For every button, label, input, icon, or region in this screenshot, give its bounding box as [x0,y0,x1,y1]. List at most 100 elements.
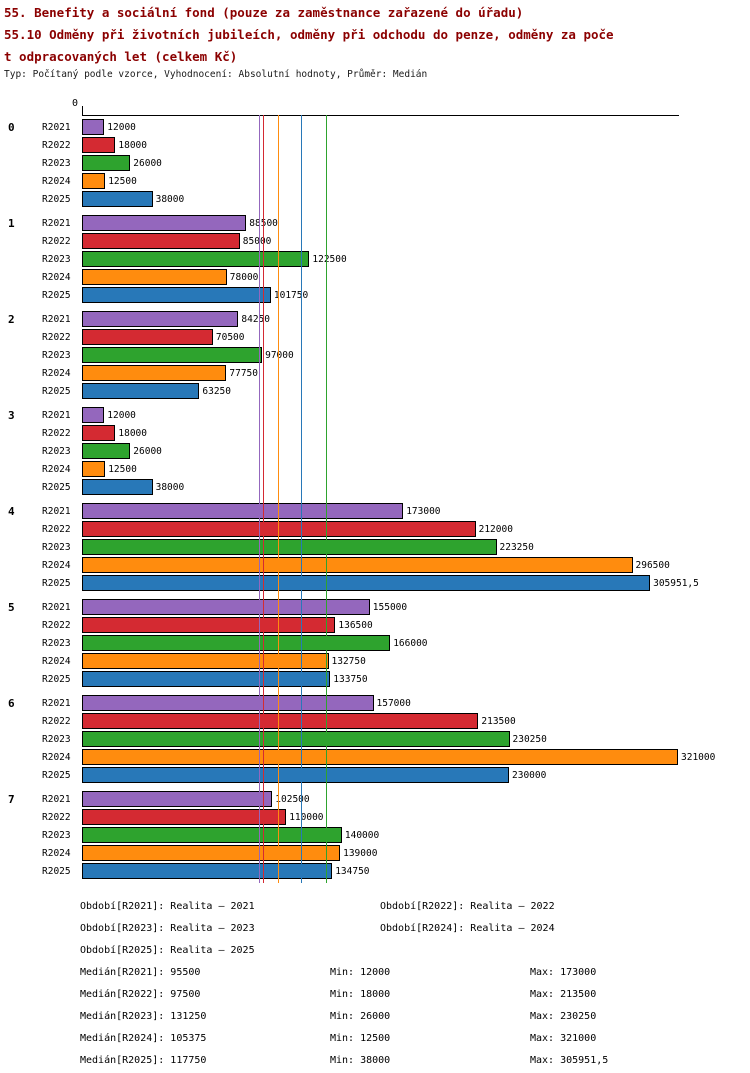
bar-row: 4 R2021 173000 [0,502,750,520]
bar-row: 1R202188500 [0,214,750,232]
legend-period-row: Období[R2023]: Realita – 2023 Období[R202… [0,919,750,941]
x-axis-line [82,115,679,116]
legend-period-row: Období[R2025]: Realita – 2025 [0,941,750,963]
value-label: 18000 [118,139,147,151]
bar-R2025 [82,191,153,207]
group-label: 3 [8,408,15,422]
legend-stat-row: Medián[R2022]: 97500 Min: 18000 Max: 21350… [0,985,750,1007]
bar-R2021 [82,599,370,615]
series-label: R2021 [42,505,71,517]
bar-R2022 [82,425,116,441]
series-label: R2022 [42,331,71,343]
legend-stat-row: Medián[R2024]: 105375 Min: 12500 Max: 3210… [0,1029,750,1051]
value-label: 140000 [344,829,380,841]
series-label: R2025 [42,577,71,589]
legend-stat-row: Medián[R2021]: 95500 Min: 12000 Max: 17300… [0,963,750,985]
bar-row: R2023 230250 [0,730,750,748]
series-label: R2022 [42,523,71,535]
bar-row: R2022 136500 [0,616,750,634]
series-label: R2023 [42,253,71,265]
bar-row: R2023 97000 [0,346,750,364]
bar-R2024 [82,653,329,669]
bar-row: R2022 110000 [0,808,750,826]
value-label: 136500 [338,619,373,631]
bar-R2022 [82,713,479,729]
series-label: R2021 [42,121,71,133]
value-label: 155000 [372,601,408,613]
bar-R2025 [82,479,153,495]
bar-group-6: 6 R2021 157000 R2022 213500 R2023 230250 R2024 3… [0,694,750,784]
bar-row: R2025 63250 [0,382,750,400]
bar-row: R2022 212000 [0,520,750,538]
series-label: R2024 [42,655,71,667]
series-label: R2021 [42,217,71,229]
legend-min-label: Min: 18000 [330,989,391,1000]
value-label: 26000 [133,445,162,457]
bar-row: R2024 139000 [0,844,750,862]
legend-stat-row: Medián[R2023]: 131250 Min: 26000 Max: 2302… [0,1007,750,1029]
legend-period-label: Období[R2021]: Realita – 2021 [80,901,255,912]
bar-row: R2025 38000 [0,190,750,208]
series-label: R2023 [42,829,71,841]
median-line-R2024 [278,115,279,883]
value-label: 101750 [273,289,309,301]
bar-row: 7 R2021 102500 [0,790,750,808]
series-label: R2024 [42,367,71,379]
series-label: R2022 [42,811,71,823]
legend-median-label: Medián[R2025]: 117750 [80,1055,207,1066]
bar-row: R2022 18000 [0,424,750,442]
group-label: 5 [8,600,15,614]
median-line-R2021 [259,115,260,883]
bar-row: R2024 296500 [0,556,750,574]
bar-R2024 [82,749,678,765]
series-label: R2025 [42,289,71,301]
bar-R2022 [82,233,240,249]
value-label: 26000 [133,157,162,169]
series-label: R2022 [42,619,71,631]
bar-R2024 [82,845,341,861]
value-label: 110000 [289,811,324,823]
bar-row: 5 R2021 155000 [0,598,750,616]
x-axis-zero-label: 0 [72,98,79,109]
value-label: 157000 [376,697,411,709]
bar-R2021 [82,119,105,135]
bar-group-2: 2 R2021 84250 R2022 70500 R2023 97000 R2024 7775… [0,310,750,400]
bar-R2023 [82,443,131,459]
series-label: R2023 [42,349,71,361]
legend-stat-row: Medián[R2025]: 117750 Min: 38000 Max: 3059… [0,1051,750,1073]
value-label: 18000 [118,427,147,439]
legend-period-label: Období[R2022]: Realita – 2022 [380,901,555,912]
bar-R2022 [82,617,336,633]
series-label: R2024 [42,271,71,283]
series-label: R2022 [42,715,71,727]
bar-groups: 0 R2021 12000 R2022 18000 R2023 26000 R2024 1250… [0,118,750,886]
value-label: 166000 [393,637,428,649]
value-label: 12000 [107,121,136,133]
bar-row: R2024 77750 [0,364,750,382]
bar-row: R2025 101750 [0,286,750,304]
bar-R2024 [82,269,227,285]
bar-row: R2022 85000 [0,232,750,250]
series-label: R2023 [42,157,71,169]
series-label: R2025 [42,769,71,781]
value-label: 132750 [331,655,366,667]
bar-row: R2024 321000 [0,748,750,766]
value-label: 97000 [265,349,294,361]
bar-row: R2025 134750 [0,862,750,880]
series-label: R2023 [42,733,71,745]
group-label: 0 [8,120,15,134]
bar-group-7: 7 R2021 102500 R2022 110000 R2023 140000 R2024 1… [0,790,750,880]
legend-period-label: Období[R2025]: Realita – 2025 [80,945,255,956]
chart-meta: Typ: Počítaný podle vzorce, Vyhodnocení:… [4,69,428,80]
bar-R2025 [82,383,200,399]
bar-R2025 [82,863,333,879]
series-label: R2024 [42,751,71,763]
bar-row: 3 R2021 12000 [0,406,750,424]
bar-row: R2025 38000 [0,478,750,496]
value-label: 38000 [155,481,185,493]
bar-row: R2024 12500 [0,172,750,190]
series-label: R2021 [42,409,71,421]
bar-R2024 [82,461,106,477]
bar-R2022 [82,329,213,345]
bar-R2023 [82,539,497,555]
